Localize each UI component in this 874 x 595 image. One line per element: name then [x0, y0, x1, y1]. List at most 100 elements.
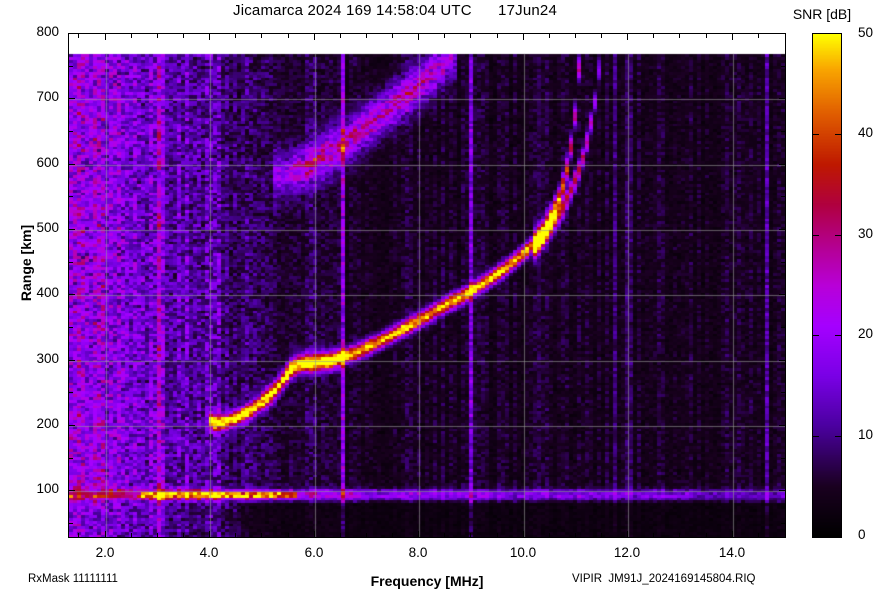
y-tick-major [69, 33, 75, 34]
y-tick-label: 200 [36, 416, 59, 431]
y-tick-minor [69, 458, 73, 459]
y-tick-minor-right [781, 392, 785, 393]
x-tick-minor [444, 533, 445, 537]
y-tick-label: 300 [36, 351, 59, 366]
x-tick-minor [575, 533, 576, 537]
x-tick-label: 2.0 [95, 545, 115, 560]
x-tick-minor-top [157, 34, 158, 38]
x-tick-minor [601, 533, 602, 537]
x-tick-minor [470, 533, 471, 537]
colorbar-tick [813, 235, 819, 236]
y-tick-major-right [779, 98, 785, 99]
y-tick-minor-right [781, 262, 785, 263]
colorbar-tick-right [835, 235, 841, 236]
x-tick-major [209, 531, 210, 537]
y-axis-title: Range [km] [18, 224, 34, 302]
x-tick-major-top [523, 34, 524, 40]
y-tick-label: 100 [36, 481, 59, 496]
colorbar-tick-label: 10 [858, 427, 874, 442]
x-tick-minor [157, 533, 158, 537]
x-tick-minor [366, 533, 367, 537]
x-tick-minor-top [706, 34, 707, 38]
y-tick-minor-right [781, 131, 785, 132]
colorbar-title: SNR [dB] [792, 6, 852, 22]
x-tick-minor-top [366, 34, 367, 38]
colorbar-tick-label: 20 [858, 326, 874, 341]
y-tick-minor-right [781, 66, 785, 67]
x-tick-minor-top [131, 34, 132, 38]
y-tick-minor-right [781, 196, 785, 197]
x-tick-major [314, 531, 315, 537]
colorbar-tick-label: 40 [858, 125, 874, 140]
x-tick-minor [679, 533, 680, 537]
x-tick-minor-top [497, 34, 498, 38]
x-tick-minor [340, 533, 341, 537]
x-tick-minor [288, 533, 289, 537]
x-tick-minor-top [758, 34, 759, 38]
x-tick-minor [131, 533, 132, 537]
x-tick-label: 10.0 [509, 545, 537, 560]
y-tick-major-right [779, 294, 785, 295]
x-tick-minor [235, 533, 236, 537]
rx-mask-label: RxMask 11111111 [28, 573, 118, 585]
x-tick-minor-top [183, 34, 184, 38]
file-info-label: VIPIR JM91J_2024169145804.RIQ [572, 573, 756, 585]
y-tick-minor [69, 262, 73, 263]
y-tick-major-right [779, 490, 785, 491]
y-tick-minor-right [781, 458, 785, 459]
x-tick-minor [392, 533, 393, 537]
x-tick-minor [183, 533, 184, 537]
x-tick-major-top [418, 34, 419, 40]
x-tick-major [105, 531, 106, 537]
x-tick-major-top [732, 34, 733, 40]
x-tick-minor [549, 533, 550, 537]
x-tick-major-top [105, 34, 106, 40]
y-tick-minor [69, 327, 73, 328]
x-tick-minor-top [470, 34, 471, 38]
y-tick-label: 600 [36, 155, 59, 170]
x-tick-label: 12.0 [613, 545, 641, 560]
x-tick-major [523, 531, 524, 537]
x-tick-minor [78, 533, 79, 537]
y-tick-major [69, 490, 75, 491]
x-tick-minor-top [653, 34, 654, 38]
colorbar-tick-right [835, 134, 841, 135]
y-tick-major-right [779, 164, 785, 165]
colorbar-tick-right [835, 335, 841, 336]
y-tick-minor [69, 392, 73, 393]
x-tick-minor-top [679, 34, 680, 38]
ionogram-heatmap-canvas [69, 34, 785, 537]
y-tick-label: 700 [36, 89, 59, 104]
x-tick-minor-top [78, 34, 79, 38]
y-tick-label: 400 [36, 285, 59, 300]
x-tick-minor-top [444, 34, 445, 38]
y-tick-major [69, 164, 75, 165]
x-tick-minor-top [549, 34, 550, 38]
colorbar-tick-label: 30 [858, 226, 874, 241]
x-tick-minor-top [575, 34, 576, 38]
y-tick-minor-right [781, 327, 785, 328]
x-tick-minor-top [392, 34, 393, 38]
colorbar-tick-label: 0 [858, 527, 866, 542]
x-tick-major [627, 531, 628, 537]
x-axis-title: Frequency [MHz] [370, 573, 484, 589]
y-tick-major-right [779, 33, 785, 34]
x-tick-minor [706, 533, 707, 537]
y-tick-major [69, 294, 75, 295]
colorbar-tick [813, 134, 819, 135]
x-tick-minor-top [261, 34, 262, 38]
y-tick-minor [69, 131, 73, 132]
x-tick-major-top [314, 34, 315, 40]
y-tick-major [69, 360, 75, 361]
x-tick-minor [653, 533, 654, 537]
x-tick-major-top [627, 34, 628, 40]
x-tick-label: 8.0 [408, 545, 428, 560]
colorbar-frame [812, 33, 842, 538]
y-tick-major-right [779, 425, 785, 426]
y-tick-major [69, 425, 75, 426]
y-tick-major-right [779, 229, 785, 230]
colorbar-tick [813, 436, 819, 437]
y-tick-label: 500 [36, 220, 59, 235]
y-tick-minor-right [781, 523, 785, 524]
